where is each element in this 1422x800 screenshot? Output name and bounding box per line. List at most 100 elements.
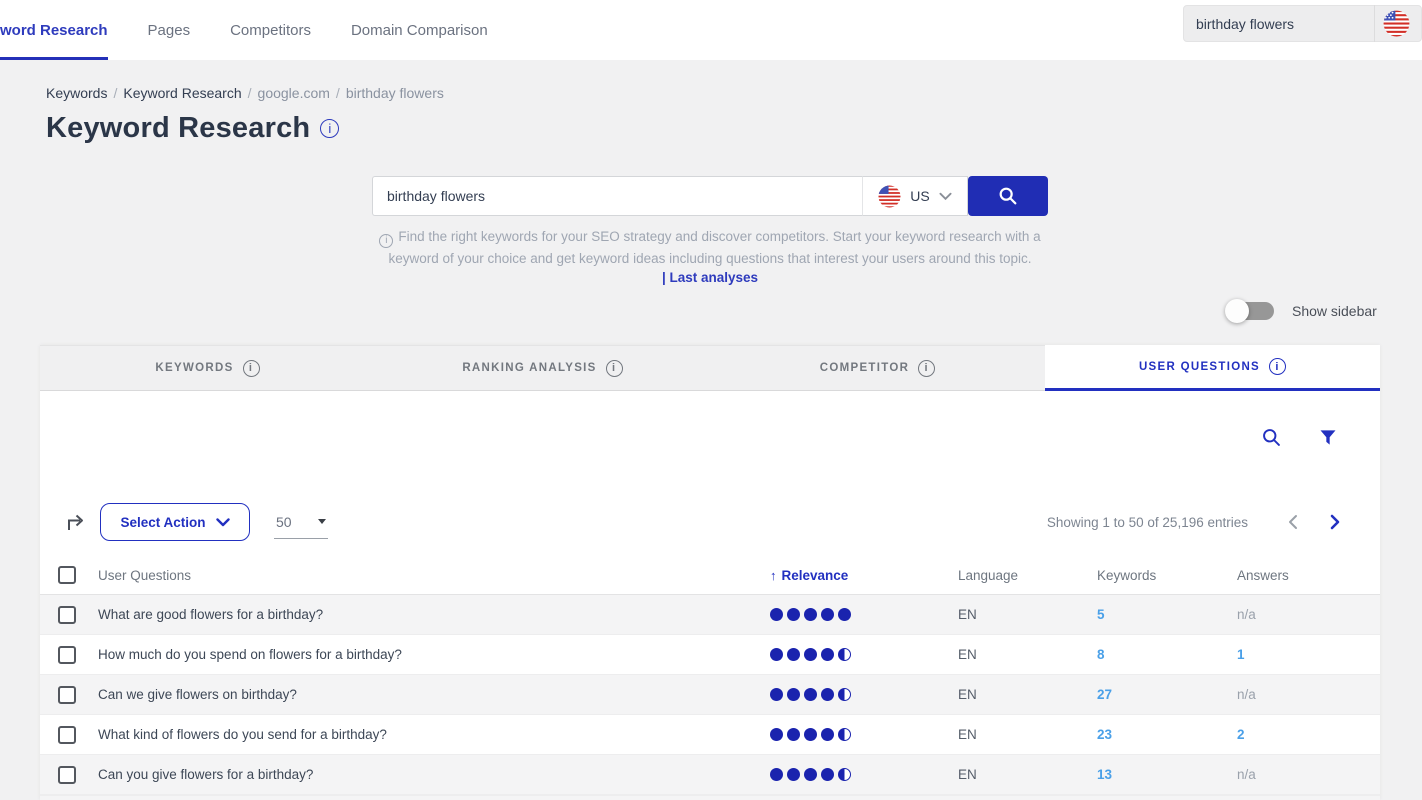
tab-competitor[interactable]: COMPETITOR i <box>710 345 1045 391</box>
row-checkbox[interactable] <box>58 725 76 744</box>
nav-item-domain-comparison[interactable]: Domain Comparison <box>350 21 488 39</box>
relevance-dot-full <box>804 768 817 781</box>
language-cell: EN <box>958 687 977 702</box>
relevance-dot-full <box>787 688 800 701</box>
row-checkbox[interactable] <box>58 645 76 664</box>
next-page-button[interactable] <box>1328 514 1342 530</box>
col-language[interactable]: Language <box>958 567 1019 583</box>
row-checkbox-cell <box>40 645 98 664</box>
info-icon[interactable]: i <box>242 359 260 377</box>
breadcrumb-item[interactable]: Keywords <box>46 85 108 101</box>
select-all-checkbox[interactable] <box>58 566 76 584</box>
chevron-down-icon <box>215 517 230 526</box>
keywords-link[interactable]: 5 <box>1097 607 1105 622</box>
relevance-dot-full <box>838 608 851 621</box>
page-title: Keyword Research <box>46 112 311 144</box>
breadcrumb-item[interactable]: birthday flowers <box>345 85 444 101</box>
question-cell: Can we give flowers on birthday? <box>98 687 297 702</box>
show-sidebar-toggle[interactable] <box>1225 299 1274 323</box>
keyword-input[interactable] <box>372 176 862 216</box>
tab-label: COMPETITOR <box>819 362 910 374</box>
nav-item-word-research[interactable]: word Research <box>0 0 108 60</box>
show-sidebar-label: Show sidebar <box>1292 303 1377 319</box>
search-button[interactable] <box>968 176 1048 216</box>
keywords-link[interactable]: 23 <box>1097 727 1113 742</box>
relevance-dots <box>770 688 958 701</box>
relevance-dots <box>770 768 958 781</box>
table-row: How much do you spend on flowers for a b… <box>40 635 1380 675</box>
relevance-dot-full <box>770 728 783 741</box>
keyword-search-group: US <box>372 176 1048 216</box>
table-row: Can you give flowers for a birthday? EN 13… <box>40 755 1380 795</box>
relevance-dot-half <box>838 648 851 661</box>
nav-item-competitors[interactable]: Competitors <box>230 21 311 39</box>
relevance-dots <box>770 648 958 661</box>
country-select[interactable]: US <box>862 176 968 216</box>
answers-value: n/a <box>1237 687 1256 702</box>
language-cell: EN <box>958 647 977 662</box>
showing-entries-text: Showing 1 to 50 of 25,196 entries <box>1046 514 1248 530</box>
us-flag-icon[interactable] <box>1383 10 1410 37</box>
row-checkbox[interactable] <box>58 765 76 784</box>
table-search-icon[interactable] <box>1261 427 1282 453</box>
relevance-dot-full <box>821 608 834 621</box>
answers-link[interactable]: 1 <box>1237 647 1245 662</box>
question-cell: What are good flowers for a birthday? <box>98 607 324 622</box>
row-checkbox[interactable] <box>58 605 76 624</box>
caret-down-icon <box>318 519 326 524</box>
breadcrumb-separator: / <box>247 85 252 101</box>
select-action-button[interactable]: Select Action <box>100 503 250 541</box>
breadcrumb-item[interactable]: Keyword Research <box>123 85 242 101</box>
toggle-knob <box>1225 299 1249 323</box>
relevance-dot-half <box>838 728 851 741</box>
relevance-dots <box>770 728 958 741</box>
nav-item-pages[interactable]: Pages <box>147 21 191 39</box>
relevance-dot-half <box>838 768 851 781</box>
keywords-link[interactable]: 8 <box>1097 647 1105 662</box>
language-cell: EN <box>958 767 977 782</box>
col-relevance[interactable]: ↑ Relevance <box>770 567 849 583</box>
answers-value: n/a <box>1237 607 1256 622</box>
last-analyses-link[interactable]: | Last analyses <box>661 270 759 285</box>
page-size-select[interactable]: 50 <box>274 505 328 539</box>
row-checkbox-cell <box>40 605 98 624</box>
info-icon: i <box>379 234 394 248</box>
relevance-dot-full <box>770 608 783 621</box>
relevance-dot-full <box>804 728 817 741</box>
breadcrumb-separator: / <box>113 85 118 101</box>
table-row: What kind of flowers do you send for a b… <box>40 715 1380 755</box>
relevance-dot-full <box>770 648 783 661</box>
country-code: US <box>910 188 930 204</box>
tab-label: KEYWORDS <box>155 362 234 374</box>
col-user-questions[interactable]: User Questions <box>98 567 192 583</box>
filter-icon[interactable] <box>1318 427 1338 453</box>
info-icon[interactable]: i <box>605 359 623 377</box>
row-checkbox[interactable] <box>58 685 76 704</box>
table-row: What are good flowers for a birthday? EN 5… <box>40 595 1380 635</box>
title-info-icon[interactable]: i <box>320 119 340 138</box>
question-cell: What kind of flowers do you send for a b… <box>98 727 387 742</box>
export-icon[interactable] <box>64 510 88 534</box>
col-keywords[interactable]: Keywords <box>1097 567 1157 583</box>
question-cell: How much do you spend on flowers for a b… <box>98 647 402 662</box>
tab-ranking-analysis[interactable]: RANKING ANALYSIS i <box>375 345 710 391</box>
keywords-link[interactable]: 13 <box>1097 767 1113 782</box>
col-answers[interactable]: Answers <box>1237 567 1289 583</box>
top-search-input[interactable] <box>1184 15 1374 32</box>
relevance-dot-full <box>821 688 834 701</box>
row-checkbox-cell <box>40 765 98 784</box>
prev-page-button[interactable] <box>1286 514 1300 530</box>
answers-link[interactable]: 2 <box>1237 727 1245 742</box>
top-search-divider <box>1374 5 1375 42</box>
search-description: i Find the right keywords for your SEO st… <box>340 226 1080 270</box>
tab-keywords[interactable]: KEYWORDS i <box>40 345 375 391</box>
info-icon[interactable]: i <box>1269 358 1287 375</box>
tab-user-questions[interactable]: USER QUESTIONS i <box>1045 345 1380 391</box>
keywords-link[interactable]: 27 <box>1097 687 1113 702</box>
info-icon[interactable]: i <box>918 359 936 377</box>
tabs: KEYWORDS i RANKING ANALYSIS i COMPETITOR i USE… <box>40 345 1380 391</box>
table-row: Can we give flowers on birthday? EN 27 n/a <box>40 675 1380 715</box>
search-icon <box>999 187 1017 205</box>
breadcrumb-item[interactable]: google.com <box>257 85 330 101</box>
chevron-down-icon <box>939 192 952 200</box>
